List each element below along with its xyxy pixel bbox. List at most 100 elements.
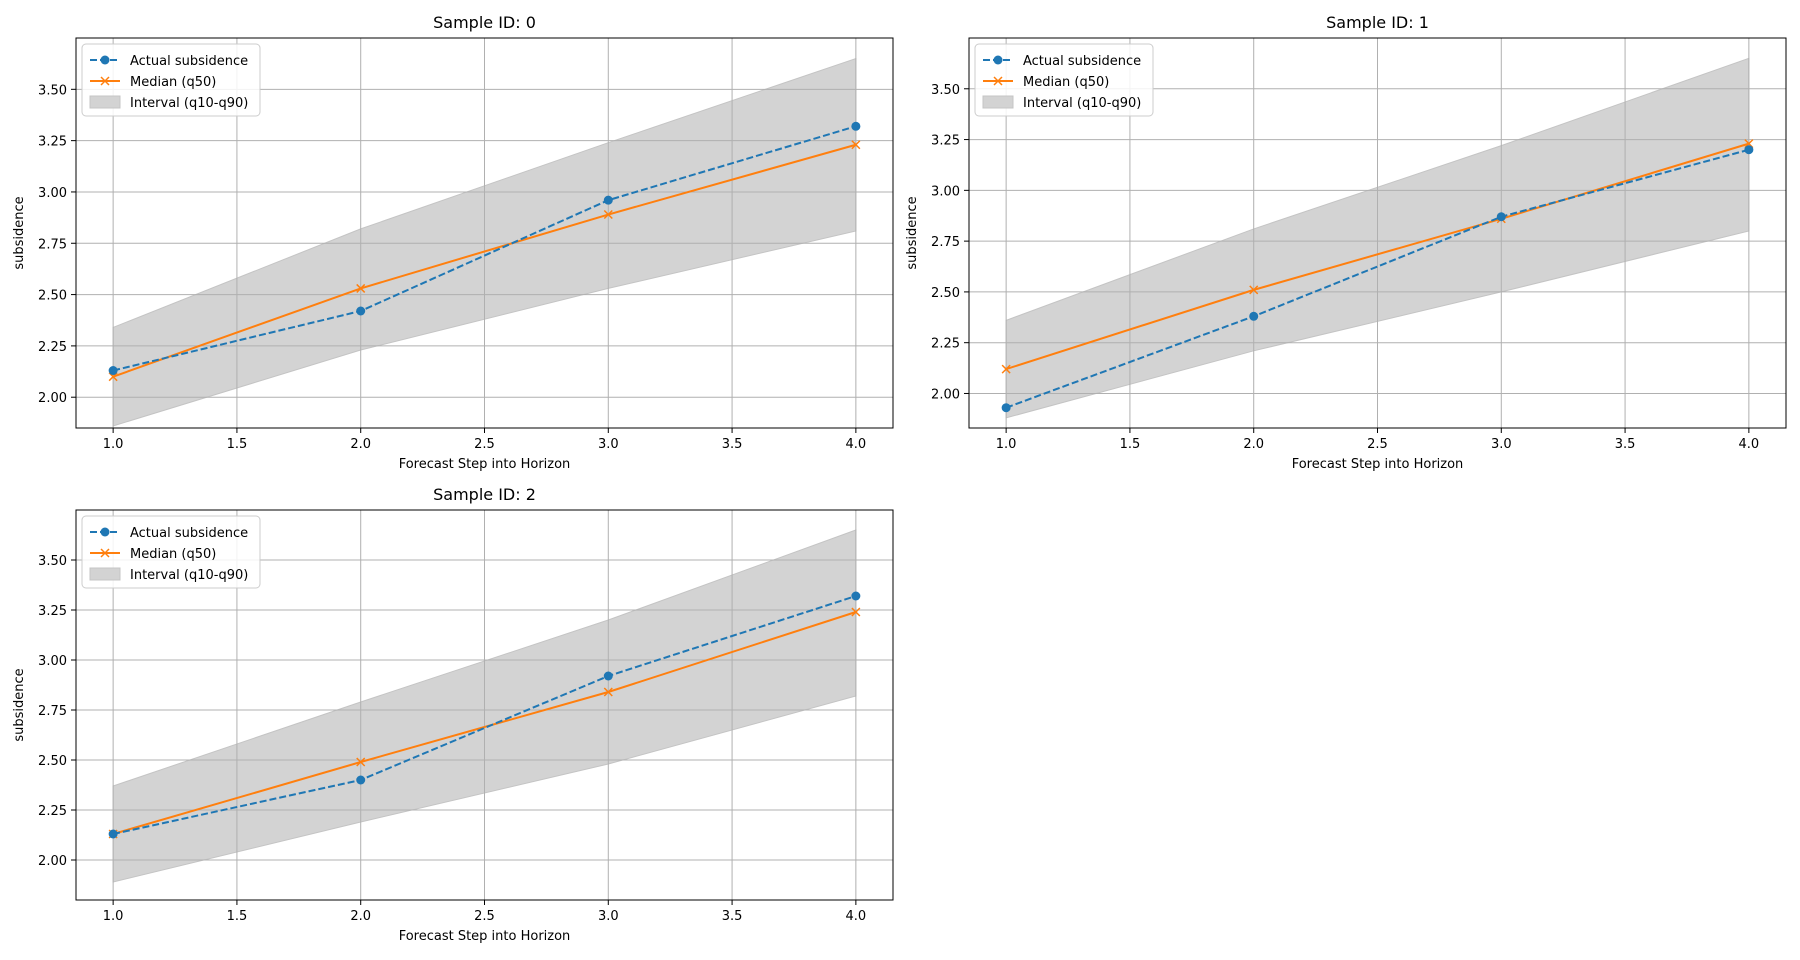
legend-median-marker [993, 76, 1003, 86]
legend-label-actual: Actual subsidence [1023, 54, 1141, 69]
median-marker-stroke [1249, 285, 1259, 295]
plot-area: 1.0 1.5 2.0 2.5 3.0 3.5 4.0 2.00 2.25 2.50 2.75 3.0… [931, 37, 1787, 452]
actual-point [356, 775, 366, 785]
x-tick-label: 3.0 [598, 909, 619, 924]
median-line [1005, 142, 1750, 371]
chart-title: Sample ID: 2 [433, 485, 536, 504]
y-tick-label: 2.50 [38, 754, 67, 769]
median-point [851, 607, 861, 617]
x-tick-label: 3.0 [1491, 437, 1512, 452]
x-tick-label: 1.0 [103, 909, 124, 924]
x-tick-label: 1.5 [1120, 437, 1141, 452]
x-tick-label: 2.0 [350, 437, 371, 452]
legend-swatch-interval [89, 95, 121, 109]
chart-panel-2: Sample ID: 2 1.0 1.5 2.0 2.5 3.0 3.5 4.0 2.00 2.… [12, 485, 894, 944]
median-marker-stroke [603, 209, 613, 220]
y-tick-label: 2.75 [38, 237, 67, 252]
y-tick-label: 2.00 [38, 391, 67, 406]
y-tick-label: 3.00 [931, 184, 960, 199]
y-tick-label: 3.25 [931, 134, 960, 149]
median-point [1249, 285, 1259, 295]
actual-line [112, 595, 857, 835]
plot-area: 1.0 1.5 2.0 2.5 3.0 3.5 4.0 2.00 2.25 2.50 2.75 3.0… [38, 37, 894, 452]
median-point [603, 687, 613, 697]
legend-label-interval: Interval (q10-q90) [1023, 96, 1141, 111]
legend-actual-marker [993, 55, 1003, 65]
median-marker-stroke [851, 140, 861, 150]
y-tick-label: 2.25 [38, 804, 67, 819]
median-marker-stroke [851, 607, 861, 617]
legend-swatch-actual [90, 527, 120, 537]
y-tick-label: 3.25 [38, 604, 67, 619]
x-tick-label: 2.0 [350, 909, 371, 924]
legend-swatch-actual [90, 55, 120, 65]
actual-point [603, 195, 613, 205]
chart-title: Sample ID: 0 [433, 13, 536, 32]
y-tick-label: 2.25 [931, 337, 960, 352]
y-tick-label: 3.00 [38, 654, 67, 669]
legend: Actual subsidence Median (q50) Interval … [974, 43, 1154, 117]
legend-median-marker [100, 76, 110, 86]
legend-box [974, 43, 1154, 117]
median-point [1001, 364, 1011, 374]
y-axis-label: subsidence [12, 668, 27, 741]
median-marker-stroke [356, 283, 366, 293]
x-tick-label: 4.0 [846, 909, 867, 924]
actual-point [108, 829, 118, 839]
x-tick-label: 1.5 [227, 909, 248, 924]
y-tick-label: 3.25 [38, 135, 67, 150]
median-point [851, 140, 861, 150]
legend-label-median: Median (q50) [1023, 75, 1109, 90]
chart-panel-0: Sample ID: 0 1.0 1.5 2.0 2.5 3.0 3.5 4.0 2.00 2.… [12, 13, 894, 472]
median-line [112, 143, 857, 378]
x-tick-label: 2.5 [1367, 437, 1388, 452]
x-axis-label: Forecast Step into Horizon [399, 457, 571, 472]
legend-swatch-actual [983, 55, 1013, 65]
y-tick-label: 3.50 [38, 83, 67, 98]
legend-actual-marker [100, 527, 110, 537]
legend-label-actual: Actual subsidence [130, 526, 248, 541]
y-tick-label: 2.50 [38, 289, 67, 304]
actual-line [112, 125, 857, 372]
median-marker-stroke [603, 687, 613, 697]
actual-point [1496, 212, 1506, 222]
legend: Actual subsidence Median (q50) Interval … [81, 43, 261, 117]
median-point [603, 209, 613, 220]
x-tick-label: 3.5 [1615, 437, 1636, 452]
x-tick-label: 4.0 [1739, 437, 1760, 452]
actual-point [851, 591, 861, 601]
y-tick-label: 2.75 [38, 704, 67, 719]
x-tick-label: 3.0 [598, 437, 619, 452]
x-tick-label: 1.5 [227, 437, 248, 452]
x-tick-label: 1.0 [103, 437, 124, 452]
actual-point [108, 366, 118, 376]
x-tick-label: 2.5 [474, 909, 495, 924]
x-tick-label: 1.0 [996, 437, 1017, 452]
legend-box [81, 43, 261, 117]
x-tick-label: 2.5 [474, 437, 495, 452]
x-tick-label: 2.0 [1243, 437, 1264, 452]
chart-panel-1: Sample ID: 1 1.0 1.5 2.0 2.5 3.0 3.5 4.0 2.00 2.… [905, 13, 1787, 472]
x-tick-label: 4.0 [846, 437, 867, 452]
legend-swatch-interval [89, 567, 121, 581]
legend-swatch-median [90, 76, 120, 86]
actual-point [603, 671, 613, 681]
y-tick-label: 3.50 [38, 554, 67, 569]
actual-point [1001, 403, 1011, 413]
y-tick-label: 2.50 [931, 286, 960, 301]
actual-point [1744, 145, 1754, 155]
legend-swatch-median [983, 76, 1013, 86]
median-marker-stroke [1001, 364, 1011, 374]
legend-label-interval: Interval (q10-q90) [130, 568, 248, 583]
legend-label-actual: Actual subsidence [130, 54, 248, 69]
actual-line [1005, 148, 1750, 409]
y-tick-label: 2.00 [38, 854, 67, 869]
x-axis-label: Forecast Step into Horizon [1292, 457, 1464, 472]
x-tick-label: 3.5 [722, 437, 743, 452]
y-axis-label: subsidence [905, 196, 920, 269]
legend-swatch-interval [982, 95, 1014, 109]
y-axis-label: subsidence [12, 196, 27, 269]
actual-point [851, 121, 861, 131]
legend-label-interval: Interval (q10-q90) [130, 96, 248, 111]
